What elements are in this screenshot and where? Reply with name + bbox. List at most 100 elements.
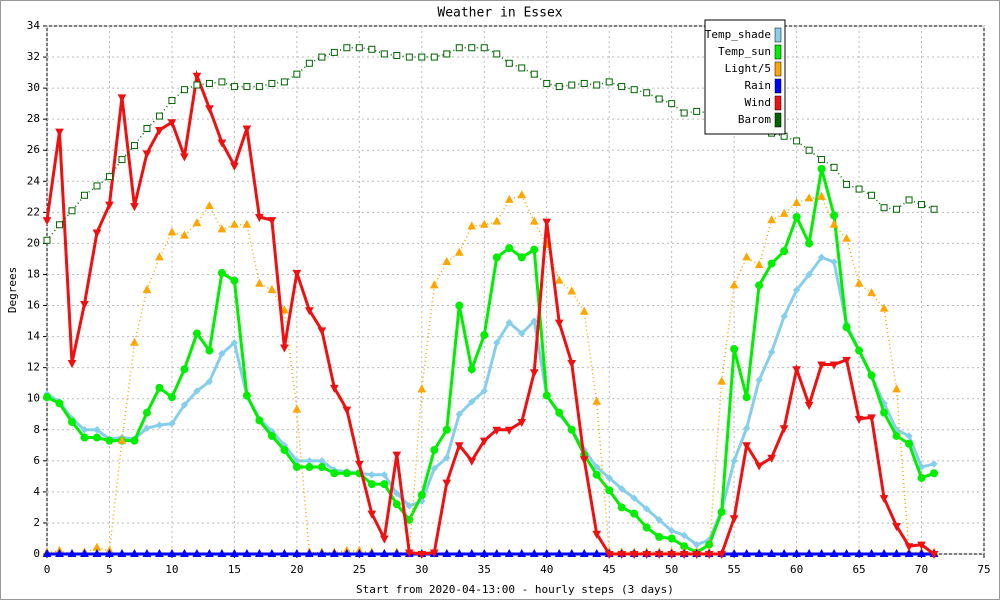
point (892, 523, 901, 532)
x-tick-label: 5 (106, 563, 113, 576)
point (792, 197, 801, 207)
point (905, 439, 914, 448)
point (255, 83, 263, 91)
point (230, 339, 239, 347)
point (80, 300, 89, 310)
point (379, 535, 389, 544)
x-tick-label: 55 (728, 563, 741, 576)
legend-label: Rain (745, 79, 772, 92)
point (442, 256, 452, 266)
point (430, 464, 439, 473)
point (255, 214, 264, 223)
point (505, 318, 513, 327)
point (667, 534, 676, 543)
point (655, 516, 663, 524)
point (867, 414, 876, 423)
y-tick-label: 16 (27, 299, 40, 312)
point (442, 548, 452, 557)
chart-title: Weather in Essex (437, 6, 562, 21)
legend-label: Temp_sun (718, 45, 771, 58)
point (767, 348, 776, 356)
point (742, 442, 751, 451)
point (893, 205, 901, 213)
series-line (46, 255, 935, 547)
point (467, 221, 477, 230)
point (504, 548, 514, 557)
point (930, 460, 938, 468)
point (318, 53, 326, 61)
x-tick-label: 0 (44, 563, 51, 576)
point (417, 551, 427, 560)
point (467, 365, 476, 374)
x-tick-label: 65 (852, 563, 865, 576)
y-axis-label: Degrees (6, 267, 19, 313)
point (667, 526, 676, 535)
point (330, 469, 339, 478)
point (829, 219, 839, 228)
y-tick-label: 20 (27, 236, 40, 249)
point (442, 479, 452, 488)
point (867, 371, 876, 380)
point (142, 548, 152, 557)
x-tick-label: 30 (415, 563, 428, 576)
point (193, 81, 201, 89)
point (167, 119, 177, 128)
point (492, 548, 502, 557)
point (305, 307, 314, 316)
point (393, 52, 401, 60)
y-tick-label: 12 (27, 361, 40, 374)
y-tick-label: 32 (27, 50, 40, 63)
point (779, 208, 789, 217)
point (792, 548, 801, 557)
point (242, 219, 252, 228)
point (518, 64, 526, 72)
y-tick-label: 6 (33, 454, 40, 467)
point (230, 83, 238, 91)
point (467, 457, 477, 466)
point (468, 398, 476, 406)
point (605, 78, 613, 86)
point (692, 551, 701, 560)
x-tick-label: 45 (603, 563, 616, 576)
point (542, 391, 551, 400)
point (630, 86, 638, 94)
point (255, 278, 264, 287)
x-tick-label: 15 (228, 563, 241, 576)
point (880, 204, 888, 212)
point (454, 247, 464, 256)
point (230, 162, 239, 171)
y-tick-label: 4 (33, 485, 40, 498)
point (504, 426, 514, 435)
point (455, 410, 463, 418)
point (579, 548, 589, 557)
point (767, 454, 776, 463)
point (854, 278, 864, 287)
point (180, 401, 189, 409)
legend-label: Temp_shade (705, 28, 771, 41)
point (80, 548, 89, 557)
point (130, 548, 139, 557)
y-tick-label: 34 (27, 19, 41, 32)
point (292, 463, 301, 472)
point (630, 509, 639, 518)
point (368, 45, 376, 53)
point (342, 406, 352, 415)
y-tick-label: 8 (33, 423, 40, 436)
point (829, 361, 839, 370)
point (555, 83, 563, 91)
point (567, 425, 576, 434)
point (454, 548, 464, 557)
point (880, 408, 889, 417)
point (655, 95, 663, 103)
point (429, 549, 439, 558)
point (867, 288, 876, 297)
point (492, 253, 501, 262)
legend-swatch (774, 44, 782, 60)
point (855, 185, 863, 193)
point (818, 156, 826, 164)
point (704, 551, 714, 560)
point (829, 548, 839, 557)
point (479, 437, 489, 446)
point (267, 284, 277, 293)
point (617, 485, 626, 493)
